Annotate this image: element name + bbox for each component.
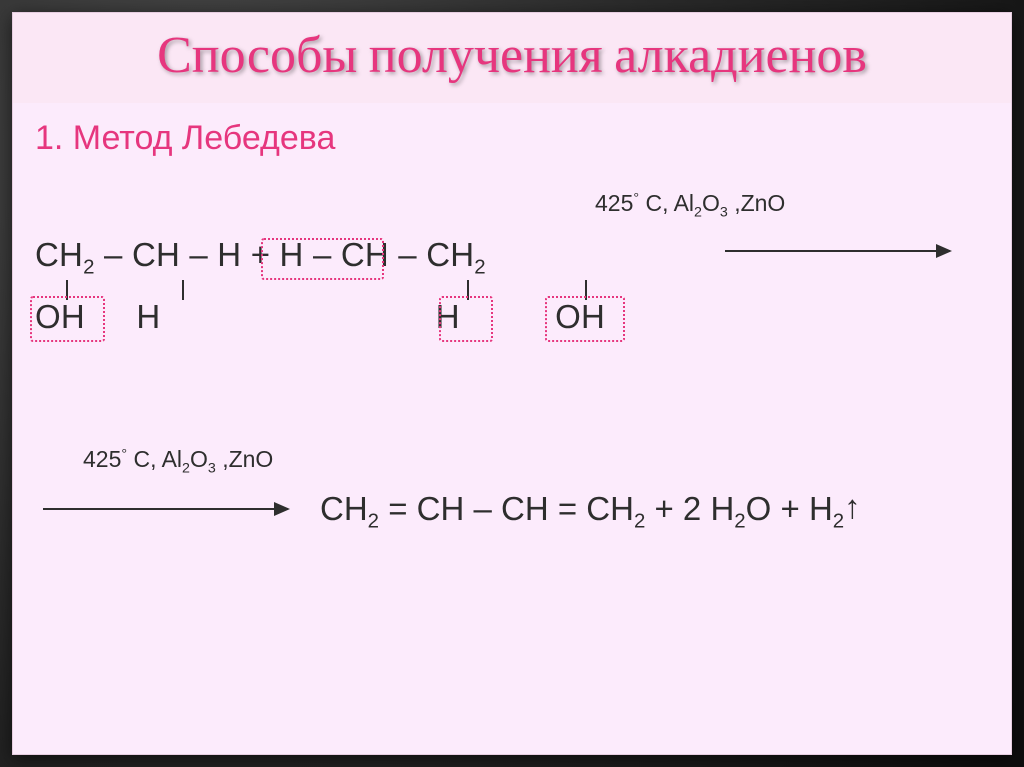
reaction-arrow-icon xyxy=(725,250,950,252)
reaction-conditions-bottom: 425° C, Al2O3 ,ZnO xyxy=(83,446,273,477)
lebedev-products-block: 425° C, Al2O3 ,ZnO CH2 = CH – CH = CH2 +… xyxy=(35,426,989,596)
highlight-box xyxy=(261,238,384,280)
lebedev-reactants-block: 425° C, Al2O3 ,ZnO CH2 – CH – H + H – CH… xyxy=(35,196,989,396)
slide: Способы получения алкадиенов 1. Метод Ле… xyxy=(12,12,1012,755)
reaction-arrow-icon xyxy=(43,508,288,510)
reactant-bottom-row: OH H H OH xyxy=(35,298,605,336)
gas-up-arrow-icon: ↑ xyxy=(844,488,861,526)
highlight-box xyxy=(30,296,105,342)
title-bar: Способы получения алкадиенов xyxy=(13,13,1011,103)
substituent-h: H xyxy=(136,298,426,336)
bond-bar xyxy=(182,280,184,300)
highlight-box xyxy=(439,296,493,342)
section-heading: 1. Метод Лебедева xyxy=(35,119,989,158)
reaction-conditions-top: 425° C, Al2O3 ,ZnO xyxy=(595,190,785,221)
highlight-box xyxy=(545,296,625,342)
body-panel: 1. Метод Лебедева 425° C, Al2O3 ,ZnO CH2… xyxy=(13,103,1011,754)
slide-title: Способы получения алкадиенов xyxy=(43,27,981,83)
reaction-products: CH2 = CH – CH = CH2 + 2 H2O + H2↑ xyxy=(320,490,861,534)
